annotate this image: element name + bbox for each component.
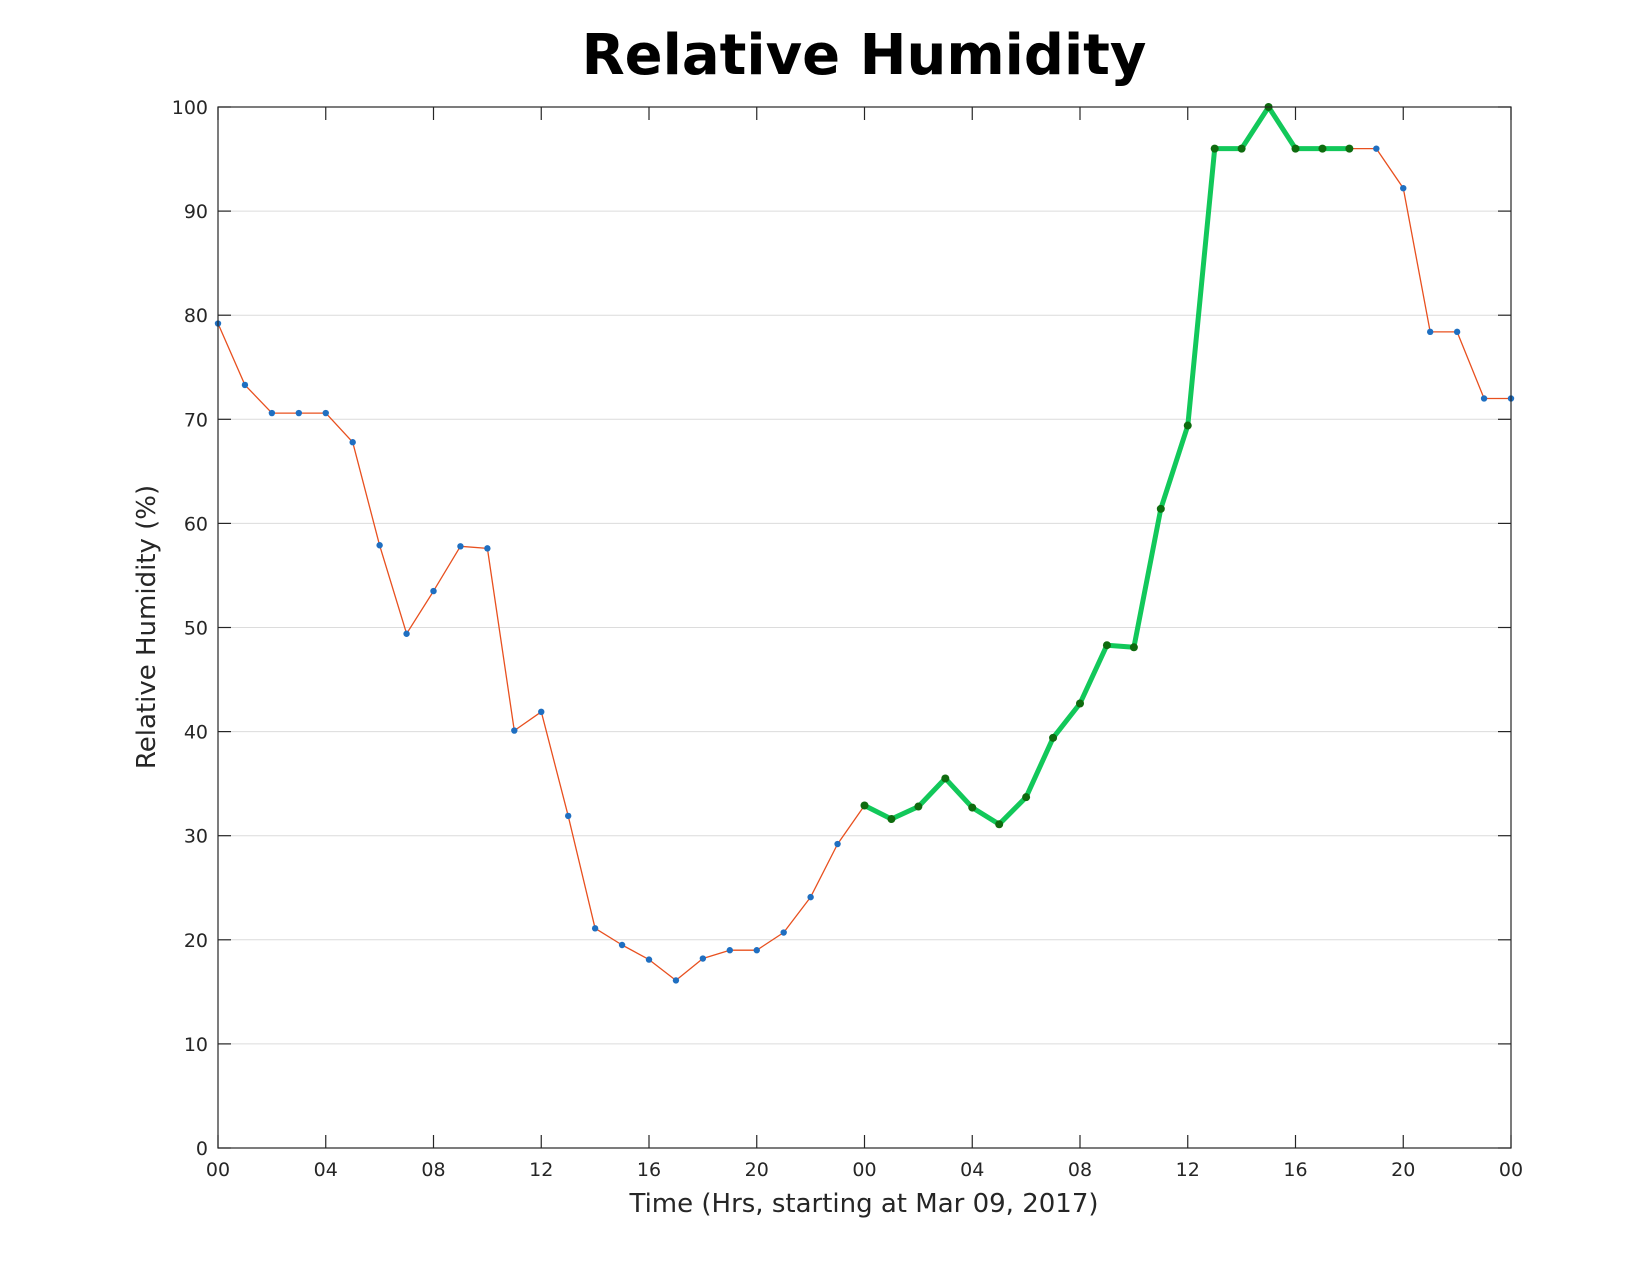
x-tick-label: 04: [314, 1159, 338, 1181]
data-point: [322, 409, 329, 417]
chart-title: Relative Humidity: [582, 23, 1147, 88]
data-point: [914, 802, 923, 811]
data-point: [860, 801, 869, 810]
data-point: [484, 545, 491, 552]
data-point: [941, 774, 950, 783]
y-axis-label: Relative Humidity (%): [132, 485, 162, 769]
data-point: [1049, 733, 1058, 742]
y-tick-label: 50: [184, 618, 208, 640]
data-point: [1022, 793, 1031, 802]
x-tick-label: 16: [1283, 1159, 1307, 1181]
x-axis-label: Time (Hrs, starting at Mar 09, 2017): [628, 1189, 1098, 1219]
y-tick-label: 60: [184, 513, 208, 535]
x-tick-label: 20: [1391, 1159, 1415, 1181]
data-point: [1102, 641, 1111, 650]
data-point: [1237, 144, 1246, 153]
data-point: [241, 381, 249, 389]
data-point: [672, 977, 680, 984]
data-point: [1076, 699, 1084, 708]
data-point: [564, 812, 572, 820]
data-point: [753, 947, 760, 954]
data-point: [295, 409, 303, 417]
x-tick-label: 00: [1499, 1159, 1523, 1181]
data-point: [699, 955, 707, 962]
data-point: [1129, 643, 1138, 652]
x-tick-label: 00: [852, 1159, 876, 1181]
y-tick-label: 20: [184, 930, 208, 952]
y-tick-label: 70: [184, 409, 208, 431]
y-tick-label: 10: [184, 1034, 208, 1056]
x-tick-label: 08: [421, 1159, 445, 1181]
data-point: [645, 956, 653, 963]
y-tick-label: 40: [184, 722, 208, 744]
data-point: [403, 630, 410, 637]
data-point: [1345, 144, 1354, 153]
data-point: [1183, 421, 1192, 430]
data-point: [807, 893, 814, 901]
y-tick-label: 80: [184, 305, 208, 327]
x-tick-label: 12: [529, 1159, 553, 1181]
y-tick-label: 0: [196, 1138, 208, 1160]
data-point: [268, 409, 276, 417]
y-tick-label: 30: [184, 826, 208, 848]
data-point: [1291, 144, 1300, 153]
ticks: 0 10 20 30 40 50 60 70 80 90 100 00 04 08 12 16 20 00 04 08…: [172, 97, 1523, 1181]
y-tick-label: 90: [184, 201, 208, 223]
data-point: [349, 439, 356, 446]
x-tick-label: 04: [960, 1159, 984, 1181]
data-point: [1426, 328, 1434, 336]
grid: [218, 210, 1511, 1045]
x-tick-label: 16: [637, 1159, 661, 1181]
x-tick-label: 12: [1176, 1159, 1200, 1181]
x-tick-label: 08: [1068, 1159, 1092, 1181]
data-point: [995, 820, 1004, 829]
data-point: [1453, 328, 1461, 336]
data-point: [457, 543, 464, 550]
data-point: [887, 815, 896, 824]
data-point: [1318, 144, 1327, 153]
data-point: [1373, 145, 1380, 152]
x-tick-label: 20: [745, 1159, 769, 1181]
data-point: [780, 929, 787, 936]
data-point: [1156, 504, 1165, 513]
data-point: [430, 587, 437, 595]
data-point: [968, 803, 977, 812]
y-tick-label: 100: [172, 97, 208, 119]
data-point: [834, 840, 841, 848]
data-point: [726, 947, 734, 954]
data-point: [376, 542, 383, 549]
data-point: [591, 925, 599, 932]
data-point: [618, 941, 626, 949]
x-tick-label: 00: [206, 1159, 230, 1181]
data-point: [1210, 144, 1219, 153]
data-point: [538, 708, 545, 716]
data-point: [511, 727, 518, 734]
data-point: [1400, 184, 1407, 192]
data-point: [1480, 395, 1488, 402]
